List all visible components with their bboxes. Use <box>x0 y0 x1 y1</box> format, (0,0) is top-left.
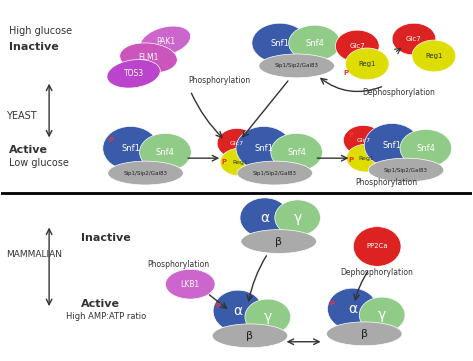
Ellipse shape <box>412 40 455 72</box>
Text: P: P <box>216 303 221 309</box>
Text: Glc7: Glc7 <box>406 36 422 42</box>
Text: Sip1/Sip2/Gal83: Sip1/Sip2/Gal83 <box>384 168 428 173</box>
Ellipse shape <box>217 129 257 158</box>
Ellipse shape <box>364 123 420 167</box>
Ellipse shape <box>103 126 158 170</box>
Ellipse shape <box>343 125 383 155</box>
Text: Glc7: Glc7 <box>356 138 370 143</box>
Ellipse shape <box>326 322 402 346</box>
Text: Reg1: Reg1 <box>359 61 376 67</box>
Text: Sip1/Sip2/Gal83: Sip1/Sip2/Gal83 <box>275 64 319 68</box>
Ellipse shape <box>245 299 291 335</box>
Text: α: α <box>260 211 270 225</box>
Ellipse shape <box>140 26 191 56</box>
Text: Low glucose: Low glucose <box>9 158 69 168</box>
Text: β: β <box>275 236 282 247</box>
Ellipse shape <box>271 133 323 171</box>
Ellipse shape <box>259 54 334 78</box>
Ellipse shape <box>346 144 386 172</box>
Text: P: P <box>221 159 227 165</box>
Ellipse shape <box>212 324 288 348</box>
Text: MAMMALIAN: MAMMALIAN <box>6 250 62 259</box>
Ellipse shape <box>252 23 307 63</box>
Text: Dephosphorylation: Dephosphorylation <box>363 88 436 97</box>
Ellipse shape <box>392 23 436 55</box>
Text: P: P <box>344 70 349 76</box>
Text: γ: γ <box>263 310 272 324</box>
Text: P: P <box>108 137 114 143</box>
Text: Sip1/Sip2/Gal83: Sip1/Sip2/Gal83 <box>253 170 297 175</box>
Ellipse shape <box>359 297 405 333</box>
Ellipse shape <box>289 25 341 61</box>
Text: PP2Ca: PP2Ca <box>367 243 388 249</box>
Text: Snf1: Snf1 <box>121 144 140 153</box>
Ellipse shape <box>327 288 377 330</box>
Text: Phosphorylation: Phosphorylation <box>188 76 250 85</box>
Text: LKB1: LKB1 <box>181 280 200 289</box>
Text: P: P <box>349 157 354 163</box>
Text: High AMP:ATP ratio: High AMP:ATP ratio <box>66 312 146 321</box>
Text: β: β <box>246 331 254 341</box>
Text: Sip1/Sip2/Gal83: Sip1/Sip2/Gal83 <box>123 170 167 175</box>
Text: Snf1: Snf1 <box>270 39 289 48</box>
Text: Glc7: Glc7 <box>230 141 244 146</box>
Ellipse shape <box>220 148 260 176</box>
Ellipse shape <box>166 269 215 299</box>
Text: Reg1: Reg1 <box>232 160 248 165</box>
Text: TOS3: TOS3 <box>123 69 144 78</box>
Ellipse shape <box>275 200 321 236</box>
Text: α: α <box>234 304 243 318</box>
Text: Snf4: Snf4 <box>287 148 306 157</box>
Ellipse shape <box>368 158 444 182</box>
Ellipse shape <box>353 227 401 266</box>
Text: Dephosphorylation: Dephosphorylation <box>341 268 413 277</box>
Text: Snf4: Snf4 <box>416 144 435 153</box>
Ellipse shape <box>400 129 452 167</box>
Text: Snf1: Snf1 <box>383 141 402 150</box>
Ellipse shape <box>213 290 263 332</box>
Text: PAK1: PAK1 <box>156 36 175 45</box>
Text: Reg1: Reg1 <box>425 53 443 59</box>
Text: Snf4: Snf4 <box>156 148 175 157</box>
Text: Glc7: Glc7 <box>350 43 365 49</box>
Text: P: P <box>349 132 354 138</box>
Ellipse shape <box>240 198 289 238</box>
Ellipse shape <box>345 48 389 80</box>
Ellipse shape <box>237 161 313 185</box>
Ellipse shape <box>108 161 184 185</box>
Text: Snf1: Snf1 <box>254 144 273 153</box>
Ellipse shape <box>236 126 292 170</box>
Text: Snf4: Snf4 <box>305 39 324 48</box>
Text: γ: γ <box>294 211 302 225</box>
Ellipse shape <box>140 133 191 171</box>
Text: P: P <box>330 301 335 307</box>
Text: Phosphorylation: Phosphorylation <box>147 260 210 269</box>
Text: β: β <box>361 329 368 339</box>
Text: ELM1: ELM1 <box>138 53 159 62</box>
Text: Active: Active <box>9 145 48 155</box>
Text: α: α <box>348 302 357 316</box>
Text: Active: Active <box>81 299 120 309</box>
Text: High glucose: High glucose <box>9 26 72 36</box>
Text: γ: γ <box>378 308 386 322</box>
Text: Inactive: Inactive <box>9 42 59 52</box>
Ellipse shape <box>107 60 160 88</box>
Text: Inactive: Inactive <box>81 232 131 243</box>
Ellipse shape <box>120 43 177 73</box>
Text: Reg1: Reg1 <box>359 156 374 161</box>
Text: Phosphorylation: Phosphorylation <box>355 178 417 187</box>
Ellipse shape <box>335 30 379 62</box>
Text: YEAST: YEAST <box>6 110 37 121</box>
Ellipse shape <box>241 230 316 253</box>
